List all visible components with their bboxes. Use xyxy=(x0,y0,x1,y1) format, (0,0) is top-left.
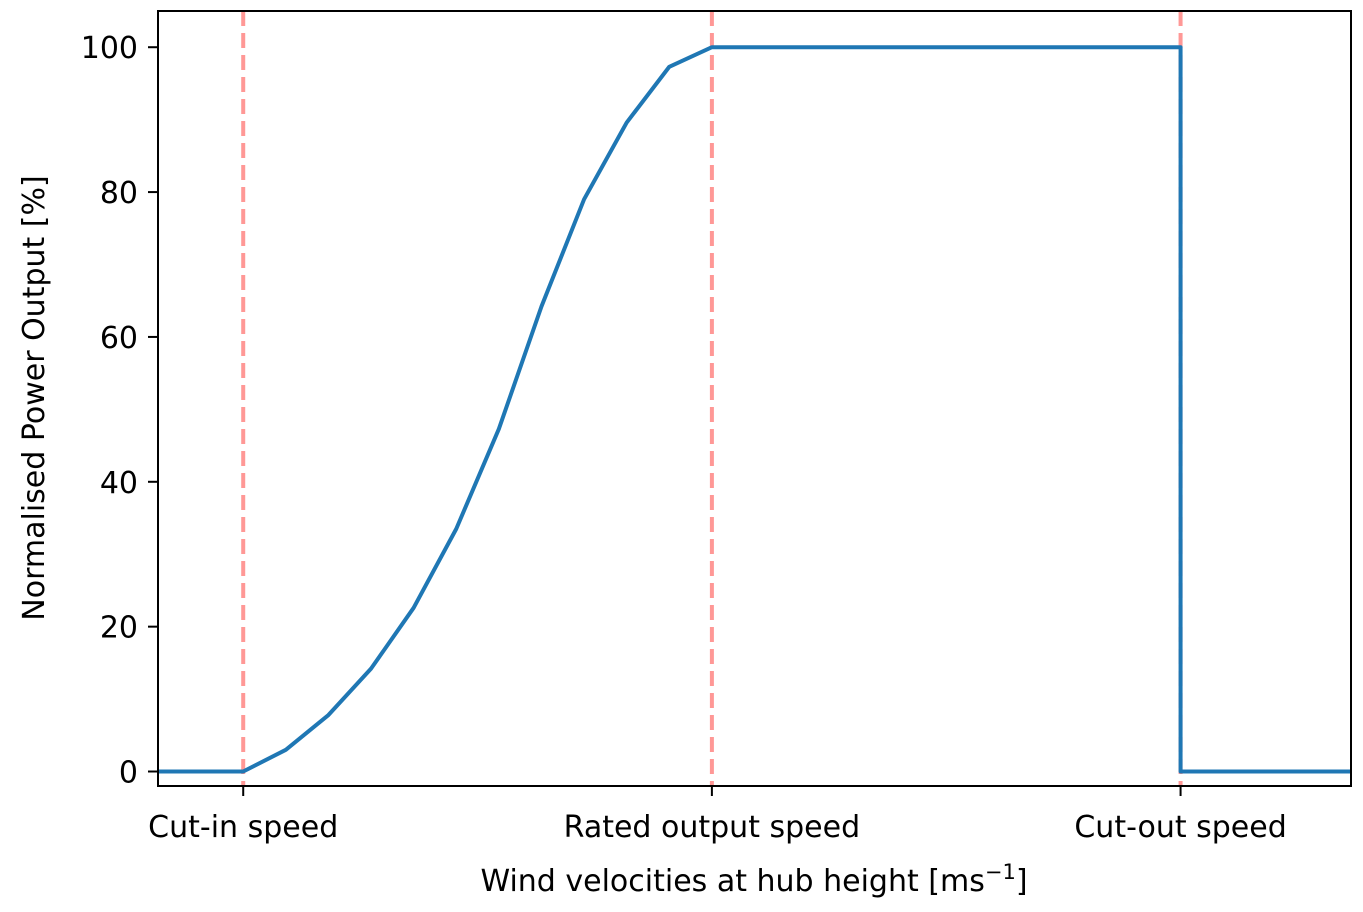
series-line-0 xyxy=(158,45,1351,774)
y-tick-label-3: 60 xyxy=(100,321,138,356)
y-tick-label-5: 100 xyxy=(81,31,138,66)
plot-area-frame xyxy=(157,10,1352,787)
y-tick-label-4: 80 xyxy=(100,176,138,211)
y-axis-label: Normalised Power Output [%] xyxy=(17,175,52,620)
y-tick-label-0: 0 xyxy=(119,756,138,791)
x-tick-label-1: Rated output speed xyxy=(564,810,860,845)
y-tick-label-1: 20 xyxy=(100,611,138,646)
x-axis-label: Wind velocities at hub height [ms−1] xyxy=(480,860,1027,899)
x-tick-label-2: Cut-out speed xyxy=(1074,810,1286,845)
y-tick-label-2: 40 xyxy=(100,466,138,501)
x-tick-label-0: Cut-in speed xyxy=(148,810,338,845)
